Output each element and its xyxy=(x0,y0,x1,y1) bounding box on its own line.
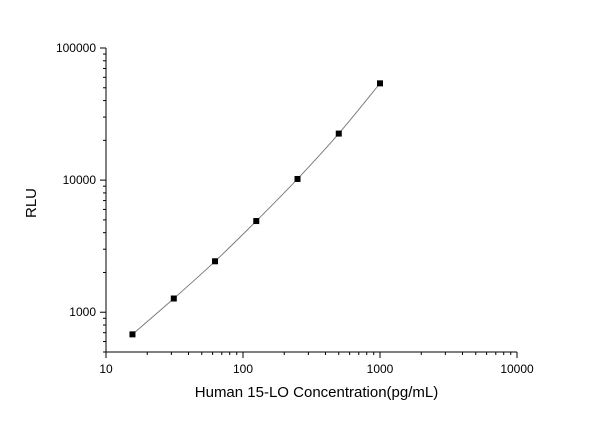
data-point xyxy=(170,295,177,302)
data-point xyxy=(129,331,136,338)
data-point xyxy=(212,258,219,265)
data-point xyxy=(377,80,383,87)
data-point xyxy=(294,175,301,182)
x-tick-label: 10 xyxy=(99,362,113,376)
fit-curve xyxy=(132,83,381,335)
x-tick-label: 100 xyxy=(233,362,253,376)
axes xyxy=(105,48,517,353)
x-axis-title: Human 15-LO Concentration(pg/mL) xyxy=(195,384,438,401)
x-tick-label: 1000 xyxy=(367,362,394,376)
y-tick-label: 1000 xyxy=(69,305,96,319)
data-point xyxy=(335,130,342,137)
y-axis-title: RLU xyxy=(23,188,40,218)
x-tick-label: 10000 xyxy=(500,362,534,376)
data-point xyxy=(253,218,260,225)
data-points xyxy=(129,80,383,338)
y-tick-label: 10000 xyxy=(63,173,97,187)
fit-curve-layer xyxy=(132,83,381,335)
y-tick-label: 100000 xyxy=(56,41,96,55)
ticks: 10 100 1000 10000 1000 10000 100000 xyxy=(56,41,534,376)
